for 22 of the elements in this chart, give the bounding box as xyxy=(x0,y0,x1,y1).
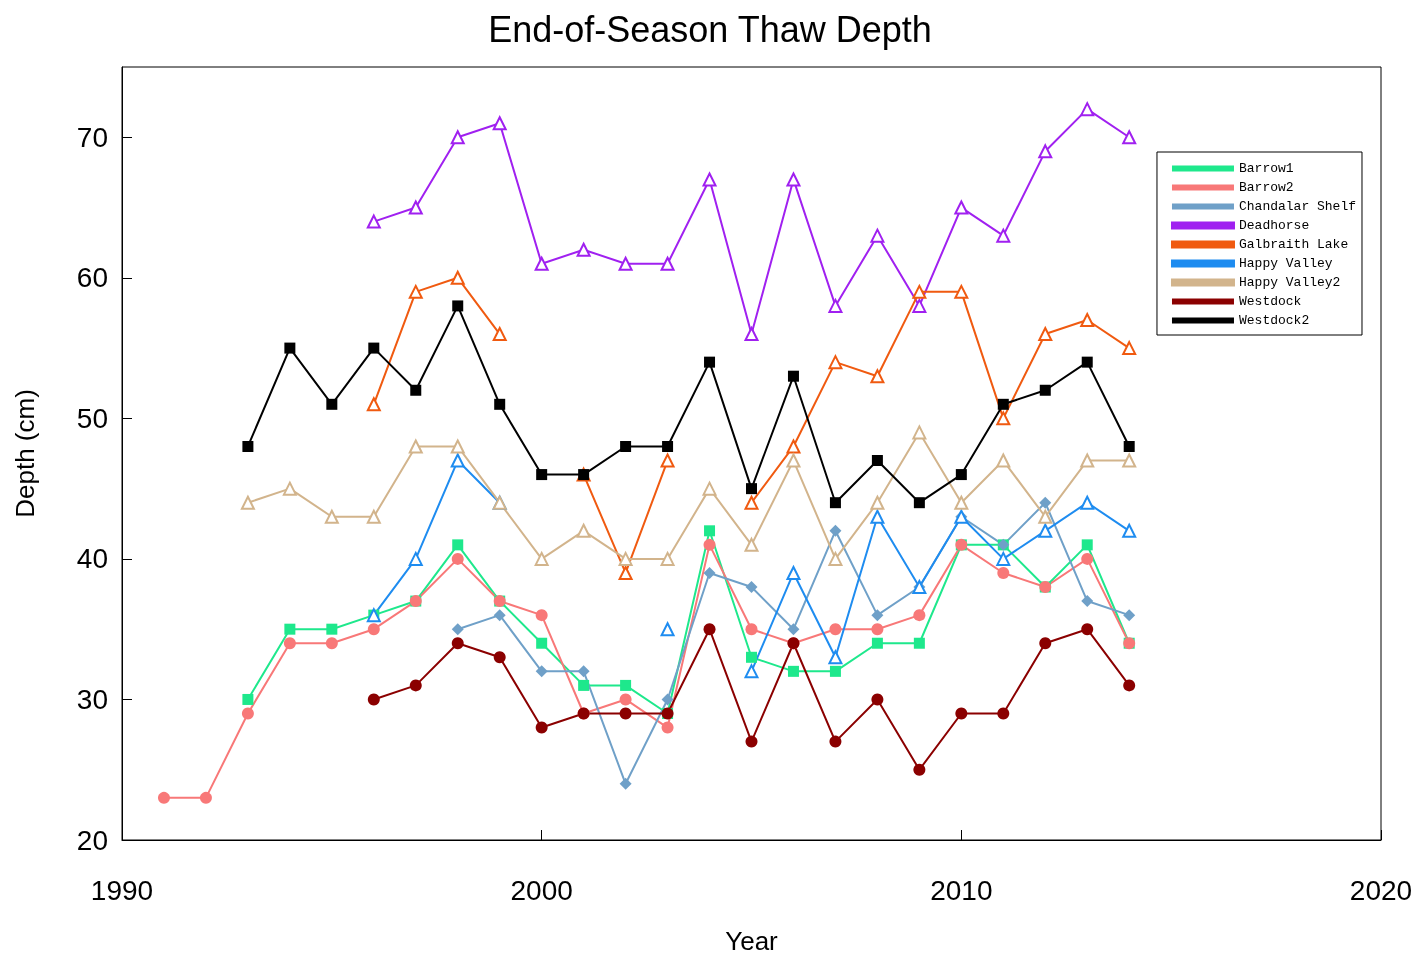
y-tick-label: 70 xyxy=(76,121,108,153)
legend-label: Galbraith Lake xyxy=(1238,237,1349,252)
x-tick-label: 2010 xyxy=(930,874,993,906)
legend-label: Happy Valley xyxy=(1238,256,1333,271)
legend-label: Westdock xyxy=(1238,294,1302,309)
x-tick-label: 1990 xyxy=(90,874,154,906)
legend-label: Barrow2 xyxy=(1238,180,1294,195)
x-tick-label: 2020 xyxy=(1349,874,1413,906)
x-axis-title: Year xyxy=(725,926,779,956)
legend-label: Westdock2 xyxy=(1238,313,1310,328)
legend-label: Barrow1 xyxy=(1238,161,1294,176)
x-tick-label: 2000 xyxy=(510,874,573,906)
y-tick-label: 50 xyxy=(76,402,108,434)
legend-label: Happy Valley2 xyxy=(1238,275,1341,290)
y-tick-label: 60 xyxy=(76,262,108,294)
y-tick-label: 40 xyxy=(76,543,108,575)
y-tick-label: 20 xyxy=(76,824,108,856)
y-tick-label: 30 xyxy=(76,683,108,715)
y-axis-title: Depth (cm) xyxy=(10,389,40,518)
legend-label: Deadhorse xyxy=(1238,218,1310,233)
legend-label: Chandalar Shelf xyxy=(1238,199,1357,214)
chart-title: End-of-Season Thaw Depth xyxy=(488,8,932,50)
